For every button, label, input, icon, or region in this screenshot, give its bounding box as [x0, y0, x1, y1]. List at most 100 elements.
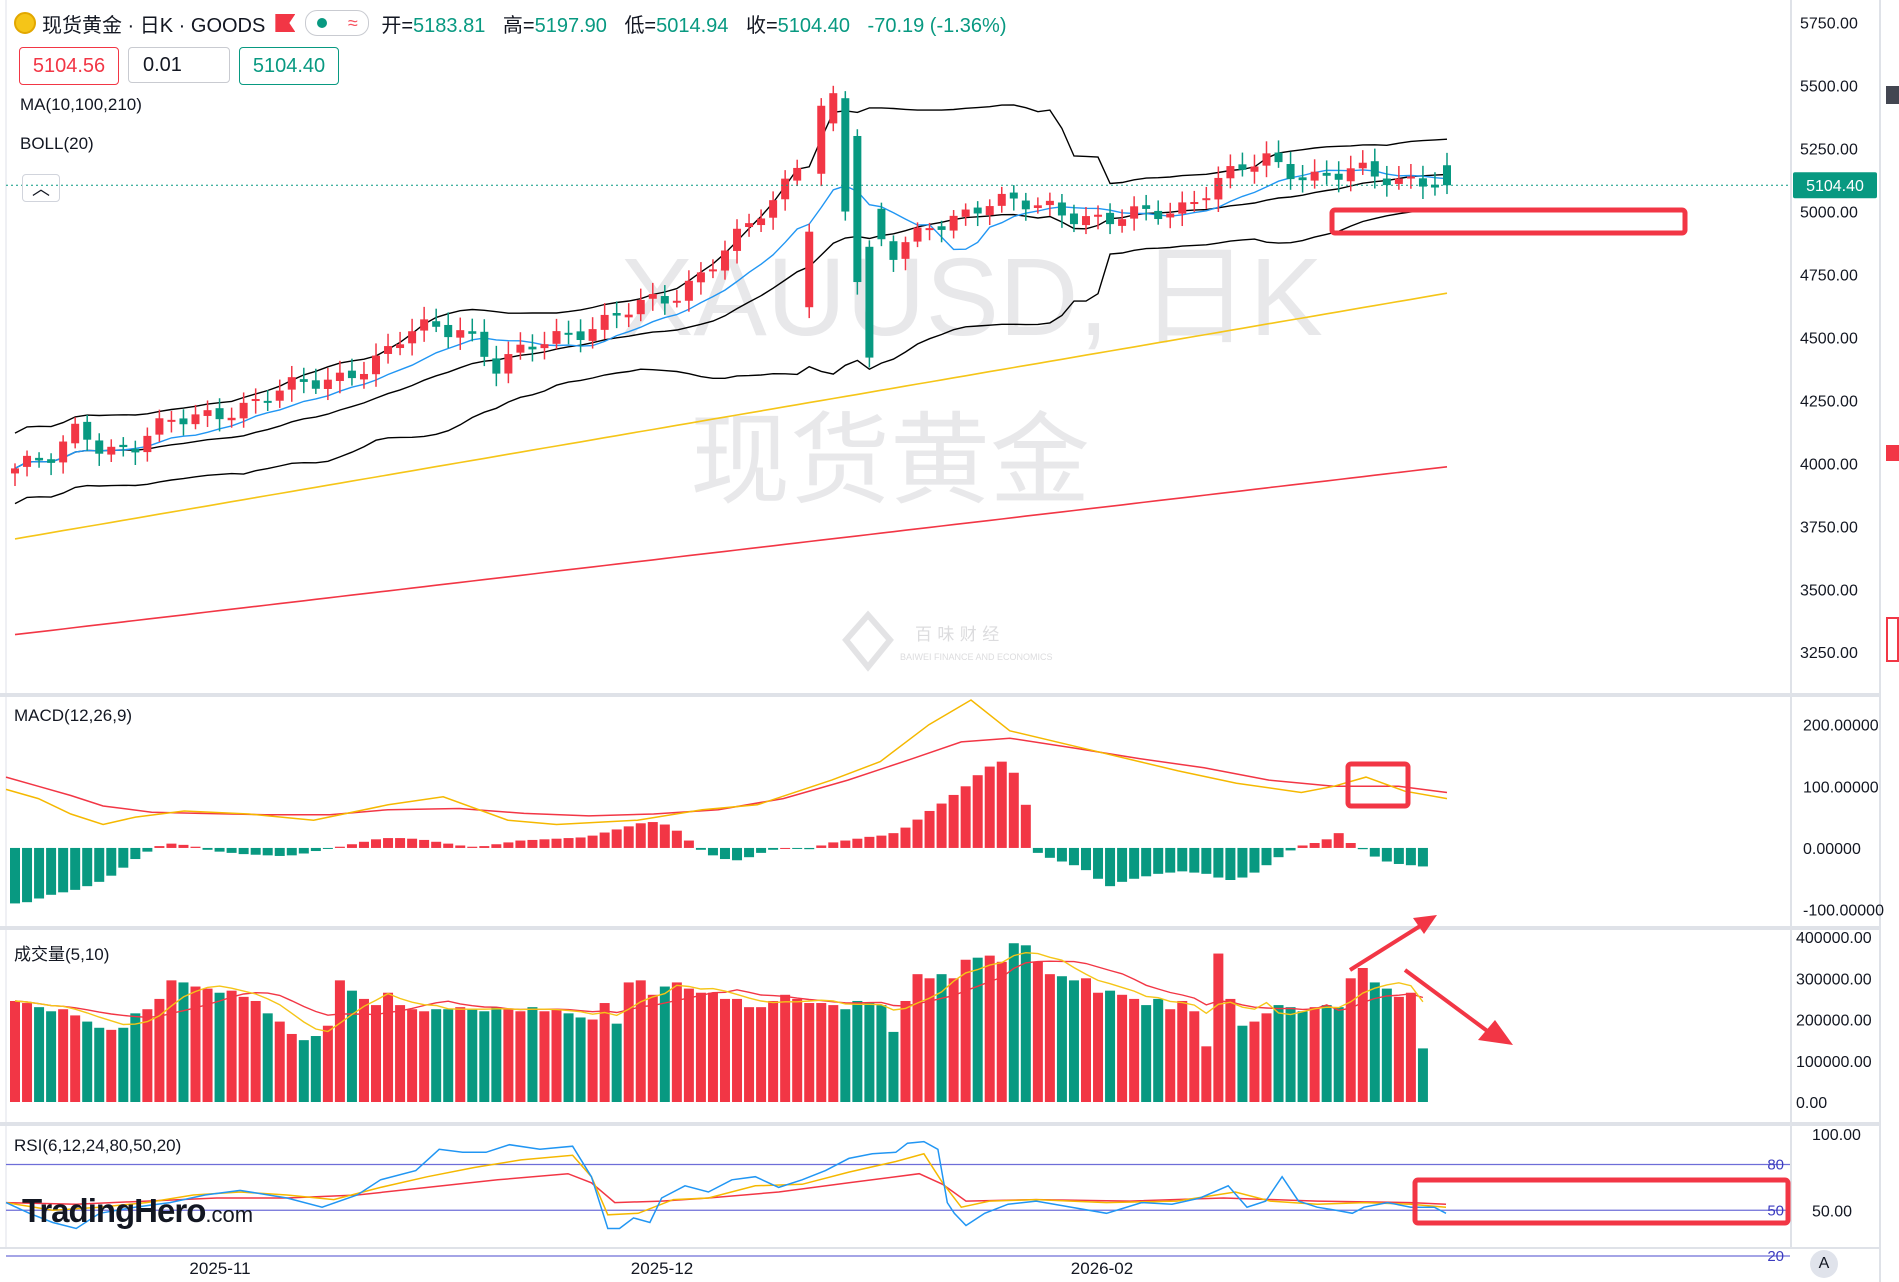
candle [612, 313, 621, 316]
sell-price-button[interactable]: 5104.56 [19, 47, 119, 85]
macd-histogram-bar [864, 836, 875, 848]
volume-bar [924, 978, 935, 1102]
macd-histogram-bar [1273, 847, 1284, 858]
candle [1370, 161, 1379, 177]
collapse-legend-button[interactable]: ︿ [22, 174, 60, 202]
candle [275, 390, 284, 401]
macd-histogram-bar [286, 847, 297, 856]
macd-histogram-bar [238, 847, 249, 855]
volume-bar [190, 986, 201, 1102]
macd-histogram-bar [539, 839, 550, 848]
candle [1069, 213, 1078, 225]
ma210-line [14, 466, 1448, 636]
macd-histogram-bar [1345, 843, 1356, 848]
volume-bar [10, 1000, 20, 1102]
candle [817, 105, 826, 174]
buy-price-button[interactable]: 5104.40 [239, 47, 339, 85]
candle [396, 344, 405, 349]
quantity-input[interactable]: 0.01 [128, 47, 230, 83]
volume-bar [635, 980, 646, 1102]
candle [564, 332, 573, 335]
volume-bar [443, 1009, 454, 1102]
price-axis-tick: 3250.00 [1800, 645, 1858, 662]
volume-bar [1165, 1009, 1176, 1102]
volume-bar [1261, 1013, 1272, 1102]
volume-bar [900, 1000, 911, 1102]
candle [1394, 178, 1403, 184]
volume-bar [948, 978, 959, 1102]
macd-histogram-bar [22, 847, 33, 903]
volume-bar [1093, 992, 1104, 1102]
volume-bar [539, 1011, 550, 1102]
macd-histogram-bar [431, 841, 442, 848]
rsi-legend[interactable]: RSI(6,12,24,80,50,20) [14, 1136, 182, 1155]
candle [793, 167, 802, 181]
side-tool-tab[interactable] [1886, 445, 1899, 461]
macd-histogram-bar [551, 838, 562, 848]
volume-bar [563, 1013, 574, 1102]
macd-histogram-bar [972, 775, 983, 848]
ma100-line [14, 292, 1448, 540]
volume-axis-tick: 0.00 [1796, 1095, 1827, 1112]
macd-histogram-bar [1141, 847, 1152, 877]
volume-legend[interactable]: 成交量(5,10) [14, 945, 110, 964]
volume-bar [1201, 1046, 1212, 1102]
volume-bar [82, 1021, 93, 1102]
candle [384, 346, 393, 354]
volume-bar [1105, 990, 1116, 1102]
volume-bar [912, 974, 923, 1102]
side-tool-tab[interactable] [1886, 86, 1899, 104]
macd-histogram-bar [1261, 847, 1272, 866]
macd-histogram-bar [984, 766, 995, 848]
volume-bar [864, 1003, 875, 1102]
volume-bar [1381, 988, 1392, 1102]
macd-histogram-bar [118, 847, 129, 868]
macd-histogram-bar [1068, 847, 1079, 866]
macd-legend[interactable]: MACD(12,26,9) [14, 706, 133, 725]
volume-bar [118, 1027, 129, 1102]
side-tool-tab[interactable] [1886, 617, 1899, 662]
candle [600, 314, 609, 330]
macd-histogram-bar [683, 840, 694, 848]
boll-legend[interactable]: BOLL(20) [20, 134, 94, 153]
boll-lower-line [14, 209, 1448, 505]
candle [901, 242, 910, 259]
change-value: -70.19 (-1.36%) [867, 14, 1007, 37]
macd-histogram-bar [948, 794, 959, 848]
candle [1214, 177, 1223, 200]
macd-histogram-bar [346, 844, 357, 848]
arrow-down-icon [1403, 968, 1513, 1045]
volume-bar [371, 1005, 382, 1102]
candle [985, 206, 994, 216]
candle [215, 408, 224, 420]
volume-bar [1177, 1000, 1188, 1102]
candle [1106, 212, 1115, 225]
candle [516, 344, 525, 353]
macd-histogram-bar [671, 830, 682, 848]
ma-legend[interactable]: MA(10,100,210) [20, 95, 142, 114]
macd-axis-tick: 0.00000 [1803, 841, 1861, 858]
volume-axis-tick: 100000.00 [1796, 1054, 1872, 1071]
candle [708, 269, 717, 272]
macd-histogram-bar [395, 838, 406, 848]
volume-bar [707, 992, 718, 1102]
symbol-title[interactable]: 现货黄金 · 日K · GOODS [42, 14, 266, 37]
candle [757, 218, 766, 226]
macd-histogram-bar [358, 841, 369, 848]
status-pill[interactable]: ≈ [305, 10, 370, 36]
candle [1238, 164, 1247, 170]
volume-bar [479, 1011, 490, 1102]
rsi-level-label: 50 [1767, 1202, 1784, 1219]
candle [1382, 178, 1391, 186]
highlight-box-price [1329, 207, 1688, 236]
volume-bar [431, 1009, 442, 1102]
price-axis-tick: 5750.00 [1800, 16, 1858, 33]
macd-histogram-bar [647, 822, 658, 848]
auto-scale-button[interactable]: A [1810, 1250, 1838, 1278]
candle [1334, 173, 1343, 180]
candle [203, 410, 212, 416]
macd-histogram-bar [996, 761, 1007, 848]
macd-histogram-bar [780, 847, 791, 849]
volume-bar [1068, 980, 1079, 1102]
